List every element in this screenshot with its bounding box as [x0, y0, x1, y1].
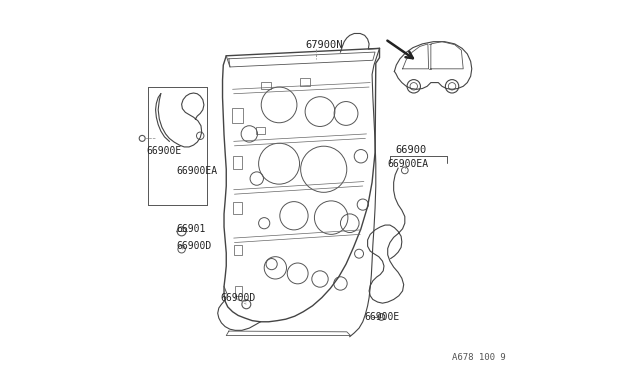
Text: 66900D: 66900D	[177, 241, 212, 250]
Bar	[233, 156, 242, 169]
Bar	[234, 202, 241, 214]
Text: 66900D: 66900D	[220, 293, 255, 302]
Text: 67900N: 67900N	[306, 41, 344, 50]
Text: 66900EA: 66900EA	[177, 166, 218, 176]
Text: A678 100 9: A678 100 9	[452, 353, 506, 362]
Text: 66900: 66900	[395, 145, 426, 154]
Text: 66901: 66901	[177, 224, 206, 234]
Bar	[257, 127, 264, 134]
Bar	[300, 78, 310, 86]
Bar	[235, 286, 241, 295]
Text: 66900E: 66900E	[364, 312, 399, 322]
Text: 66900E: 66900E	[146, 146, 181, 155]
Text: 66900EA: 66900EA	[388, 160, 429, 169]
Bar	[232, 108, 243, 123]
Bar	[261, 82, 271, 89]
Bar	[234, 245, 242, 255]
